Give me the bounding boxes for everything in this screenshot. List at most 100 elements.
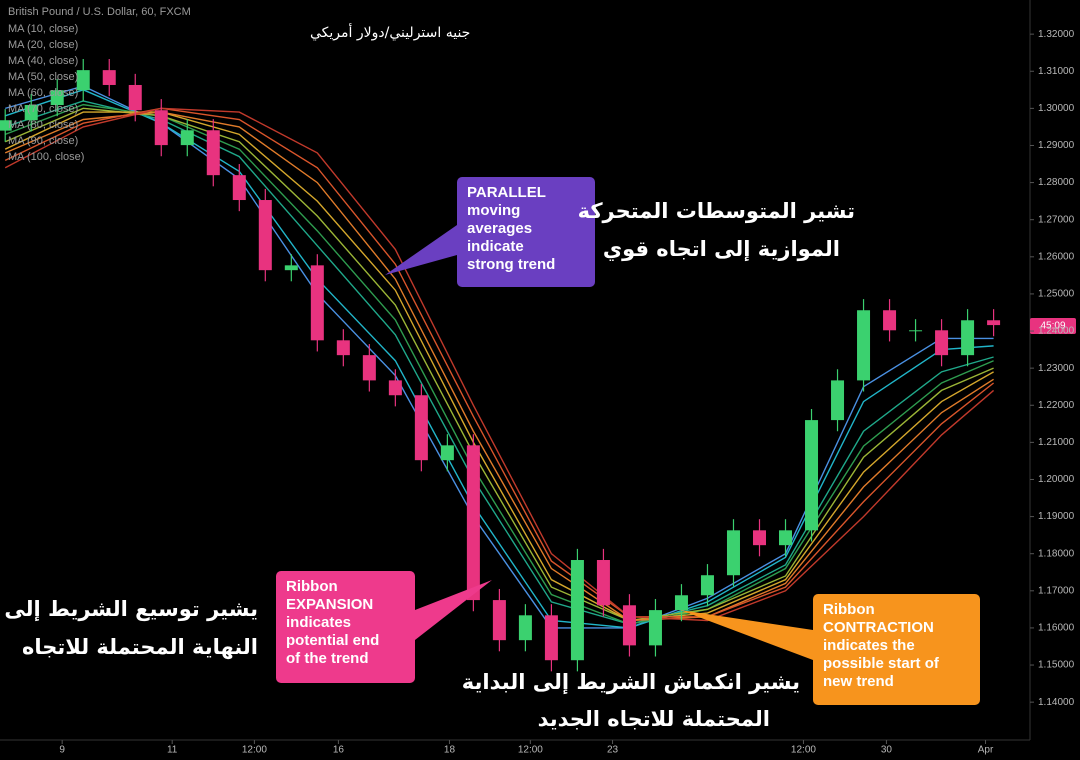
- legend-entry: MA (50, close): [8, 71, 78, 83]
- callout-text: potential end: [286, 632, 379, 649]
- y-tick-label: 1.31000: [1038, 66, 1075, 77]
- y-tick-label: 1.21000: [1038, 437, 1075, 448]
- y-tick-label: 1.15000: [1038, 660, 1075, 671]
- callout-text: Ribbon: [286, 578, 338, 595]
- y-tick-label: 1.19000: [1038, 511, 1075, 522]
- y-tick-label: 1.30000: [1038, 103, 1075, 114]
- candle-body: [362, 355, 376, 381]
- ma-line: [5, 85, 994, 629]
- ma-line: [4, 89, 994, 629]
- arabic-note: يشير توسيع الشريط إلى: [4, 597, 258, 621]
- candle-body: [128, 84, 142, 111]
- candle-body: [700, 575, 714, 596]
- candle-body: [909, 330, 923, 332]
- y-tick-label: 1.32000: [1038, 29, 1075, 40]
- candle-body: [206, 130, 220, 176]
- candle-body: [414, 395, 428, 461]
- candle-body: [831, 380, 845, 421]
- candle-body: [102, 70, 116, 85]
- callout-text: EXPANSION: [286, 596, 373, 613]
- x-tick-label: 12:00: [791, 745, 816, 756]
- y-tick-label: 1.27000: [1038, 214, 1075, 225]
- candle-body: [76, 70, 90, 91]
- x-tick-label: 12:00: [242, 745, 267, 756]
- arabic-note: الموازية إلى اتجاه قوي: [603, 237, 840, 262]
- candle-body: [674, 595, 688, 611]
- y-tick-label: 1.25000: [1038, 289, 1075, 300]
- callout-text: moving: [467, 202, 520, 219]
- timer-badge: [1030, 318, 1076, 334]
- candle-body: [284, 265, 298, 271]
- candle-body: [857, 310, 871, 381]
- arabic-note: النهاية المحتملة للاتجاه: [22, 635, 258, 659]
- candle-body: [622, 605, 636, 646]
- ma-line: [4, 111, 994, 622]
- callout-box: [457, 177, 595, 287]
- ma-line: [4, 111, 994, 622]
- ma-line: [4, 107, 995, 622]
- arabic-note: المحتملة للاتجاه الجديد: [538, 707, 770, 731]
- chart-subtitle: جنيه استرليني/دولار أمريكي: [310, 23, 470, 41]
- x-tick-label: 9: [59, 745, 65, 756]
- callout-text: possible start of: [823, 655, 940, 672]
- candle-body: [805, 420, 819, 531]
- candle-body: [440, 445, 454, 461]
- candle-body: [987, 320, 1001, 326]
- plot-area: [0, 59, 1001, 672]
- callout-text: Ribbon: [823, 601, 875, 618]
- candle-body: [24, 105, 38, 121]
- candle-body: [961, 320, 975, 356]
- candle-body: [466, 445, 480, 601]
- ma-line: [4, 100, 994, 625]
- x-tick-label: 18: [444, 745, 456, 756]
- callout-pointer: [680, 610, 813, 660]
- arabic-note: تشير المتوسطات المتحركة: [578, 199, 855, 223]
- y-tick-label: 1.23000: [1038, 363, 1075, 374]
- callout-text: averages: [467, 220, 532, 237]
- chart-title: British Pound / U.S. Dollar, 60, FXCM: [8, 6, 191, 18]
- legend-entry: MA (90, close): [8, 135, 78, 147]
- candle-body: [492, 600, 506, 641]
- y-tick-label: 1.24000: [1038, 326, 1075, 337]
- y-tick-label: 1.18000: [1038, 548, 1075, 559]
- candle-body: [0, 120, 12, 131]
- y-tick-label: 1.20000: [1038, 474, 1075, 485]
- y-tick-label: 1.14000: [1038, 697, 1075, 708]
- legend-entry: MA (10, close): [8, 23, 78, 35]
- callout-text: new trend: [823, 673, 894, 690]
- y-tick-label: 1.26000: [1038, 251, 1075, 262]
- callout-pointer: [385, 225, 457, 275]
- candle-body: [648, 610, 662, 646]
- y-tick-label: 1.22000: [1038, 400, 1075, 411]
- candle-body: [180, 130, 194, 146]
- x-tick-label: Apr: [978, 745, 994, 756]
- y-tick-label: 1.28000: [1038, 177, 1075, 188]
- callout-text: PARALLEL: [467, 184, 546, 201]
- y-tick-label: 1.29000: [1038, 140, 1075, 151]
- y-tick-label: 1.16000: [1038, 623, 1075, 634]
- candle-body: [232, 175, 246, 201]
- ma-line: [4, 107, 995, 618]
- y-tick-label: 1.17000: [1038, 585, 1075, 596]
- legend-entry: MA (40, close): [8, 55, 78, 67]
- x-tick-label: 11: [167, 745, 178, 756]
- legend-entry: MA (100, close): [8, 151, 84, 163]
- candle-body: [935, 330, 949, 356]
- legend-entry: MA (80, close): [8, 119, 78, 131]
- candle-body: [596, 560, 610, 606]
- x-tick-label: 23: [607, 745, 619, 756]
- candle-body: [154, 110, 168, 146]
- callout-pointer: [415, 580, 492, 640]
- legend-entry: MA (60, close): [8, 87, 78, 99]
- candle-body: [883, 310, 897, 331]
- candle-body: [388, 380, 402, 396]
- legend-entry: MA (70, close): [8, 103, 78, 115]
- timer-label: 45:09: [1040, 321, 1065, 332]
- callout-text: strong trend: [467, 256, 555, 273]
- callout-box: [276, 571, 415, 683]
- arabic-note: يشير انكماش الشريط إلى البداية: [462, 670, 800, 694]
- candle-body: [258, 200, 272, 271]
- candle-body: [570, 560, 584, 661]
